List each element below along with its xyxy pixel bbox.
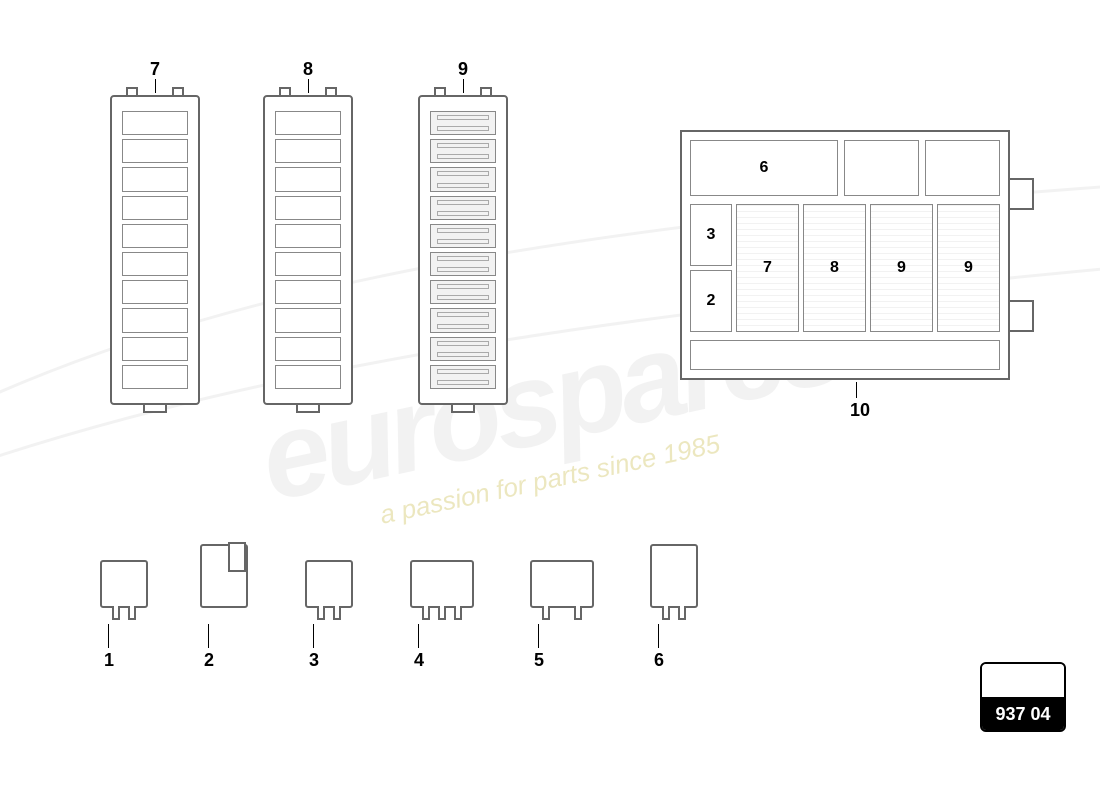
fusebox-cell-6: 6 [760, 159, 769, 177]
part-4 [410, 560, 474, 608]
section-code-box: 937 04 [980, 662, 1066, 732]
callout-4: 4 [414, 650, 424, 671]
fusebox-bay-8: 8 [830, 259, 839, 277]
fusebox-bay-7: 7 [763, 259, 772, 277]
callout-6: 6 [654, 650, 664, 671]
section-code-label: 937 04 [982, 697, 1064, 730]
fuse-holder-8 [263, 95, 353, 405]
part-1 [100, 560, 148, 608]
callout-1: 1 [104, 650, 114, 671]
callout-8: 8 [303, 59, 313, 80]
fusebox-bay-9: 9 [897, 259, 906, 277]
part-3 [305, 560, 353, 608]
fuse-holder-7 [110, 95, 200, 405]
fuse-holder-9 [418, 95, 508, 405]
fusebox-cell-3: 3 [707, 226, 716, 244]
section-code-top [982, 664, 1064, 697]
diagram-canvas: eurospares a passion for parts since 198… [0, 0, 1100, 800]
fusebox-bay-9: 9 [964, 259, 973, 277]
callout-10: 10 [850, 400, 870, 421]
callout-5: 5 [534, 650, 544, 671]
callout-2: 2 [204, 650, 214, 671]
fusebox-assembly: 6 3 2 7 8 9 9 [680, 130, 1010, 380]
part-6 [650, 544, 698, 608]
part-2 [200, 544, 248, 608]
callout-3: 3 [309, 650, 319, 671]
part-5 [530, 560, 594, 608]
callout-7: 7 [150, 59, 160, 80]
callout-9: 9 [458, 59, 468, 80]
fusebox-cell-2: 2 [707, 292, 716, 310]
watermark-tagline: a passion for parts since 1985 [377, 428, 723, 530]
